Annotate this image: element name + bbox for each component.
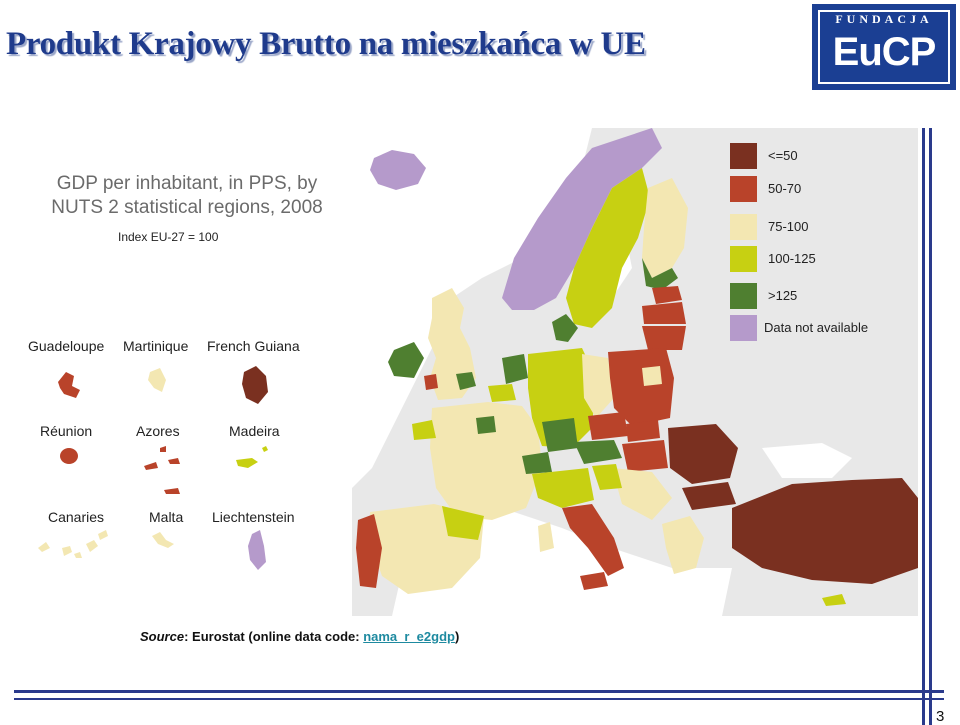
portugal — [356, 514, 382, 588]
inset-label-liechtenstein: Liechtenstein — [212, 509, 295, 525]
estonia — [652, 286, 682, 304]
sweden — [566, 168, 650, 328]
martinique-shape — [148, 368, 166, 392]
united-kingdom — [428, 288, 476, 400]
atlantic-sea — [352, 128, 592, 488]
greece — [662, 516, 704, 574]
madeira-shape — [236, 446, 268, 468]
liechtenstein-shape — [248, 530, 266, 570]
france — [430, 402, 542, 520]
legend-swatch-le50 — [730, 143, 757, 169]
logo-border — [818, 10, 950, 84]
cyprus — [822, 594, 846, 606]
reunion-shape — [60, 448, 78, 464]
legend-label-100-125: 100-125 — [768, 251, 816, 266]
legend-swatch-gt125 — [730, 283, 757, 309]
legend-label-not-available: Data not available — [764, 320, 869, 335]
inset-label-azores: Azores — [136, 423, 180, 439]
black-sea — [762, 443, 852, 478]
frame-horizontal-line-2 — [14, 698, 944, 700]
inset-label-malta: Malta — [149, 509, 184, 525]
legend-swatch-not-available — [730, 315, 757, 341]
canaries-shape — [38, 530, 108, 558]
brittany — [412, 420, 436, 440]
spain-northeast — [442, 506, 484, 540]
malta-shape — [152, 532, 174, 548]
denmark — [552, 314, 578, 342]
inset-shapes — [38, 366, 268, 570]
italy-south — [562, 504, 624, 576]
ireland — [388, 342, 424, 378]
frame-vertical-line-1 — [922, 128, 925, 725]
netherlands — [502, 354, 528, 384]
paris-region — [476, 416, 496, 434]
legend-swatch-50-70 — [730, 176, 757, 202]
germany-east — [582, 354, 614, 418]
wales — [424, 374, 438, 390]
sardinia — [538, 522, 554, 552]
source-prefix: Source — [140, 629, 185, 644]
source-text: : Eurostat (online data code: — [184, 629, 364, 644]
turkey — [732, 478, 918, 584]
frame-horizontal-line-1 — [14, 690, 944, 693]
inset-label-reunion: Réunion — [40, 423, 93, 439]
bulgaria — [682, 482, 736, 510]
legend-label-gt125: >125 — [768, 288, 798, 303]
iceland — [370, 150, 426, 190]
london — [456, 372, 476, 390]
source-suffix: ) — [454, 629, 460, 644]
legend-label-le50: <=50 — [768, 148, 798, 163]
norway — [502, 128, 662, 310]
french-guiana-shape — [242, 366, 268, 404]
germany-south — [542, 418, 578, 452]
czechia — [588, 412, 628, 440]
map-heading-line2: NUTS 2 statistical regions, 2008 — [51, 197, 323, 218]
slovenia-croatia — [592, 464, 622, 490]
inset-label-martinique: Martinique — [123, 338, 189, 354]
legend-swatch-100-125 — [730, 246, 757, 272]
switzerland — [522, 452, 552, 474]
sicily — [580, 572, 608, 590]
europe-map — [352, 128, 918, 616]
map-heading-line1: GDP per inhabitant, in PPS, by — [56, 173, 318, 194]
azores-shape — [144, 446, 180, 494]
source-note: Source: Eurostat (online data code: nama… — [140, 629, 459, 644]
map-index-note: Index EU-27 = 100 — [118, 230, 219, 244]
inset-label-guadeloupe: Guadeloupe — [28, 338, 105, 354]
map-heading: GDP per inhabitant, in PPS, by NUTS 2 st… — [12, 172, 362, 220]
inset-label-madeira: Madeira — [229, 423, 280, 439]
warsaw — [642, 366, 662, 386]
belgium — [488, 384, 516, 402]
legend-label-75-100: 75-100 — [768, 219, 809, 234]
finland — [642, 178, 688, 278]
frame-vertical-line-2 — [929, 128, 932, 725]
romania — [668, 424, 738, 484]
inset-label-canaries: Canaries — [48, 509, 105, 525]
lithuania — [642, 326, 686, 350]
fundacja-eucp-logo: FUNDACJA EuCP — [812, 4, 956, 90]
austria — [574, 440, 622, 464]
italy-north — [532, 468, 594, 508]
page-number: 3 — [936, 708, 945, 725]
legend-swatch-75-100 — [730, 214, 757, 240]
inset-label-french-guiana: French Guiana — [207, 338, 300, 354]
source-data-code-link[interactable]: nama_r_e2gdp — [363, 629, 455, 644]
guadeloupe-shape — [58, 372, 80, 398]
finland-south — [642, 258, 678, 290]
slide-title: Produkt Krajowy Brutto na mieszkańca w U… — [6, 26, 646, 62]
logo-top-text: FUNDACJA — [835, 12, 933, 26]
logo-main-text: EuCP — [832, 30, 937, 74]
slovakia — [626, 420, 660, 442]
legend-label-50-70: 50-70 — [768, 181, 802, 196]
hungary — [622, 440, 668, 472]
western-balkans — [612, 468, 672, 520]
latvia — [642, 302, 686, 324]
